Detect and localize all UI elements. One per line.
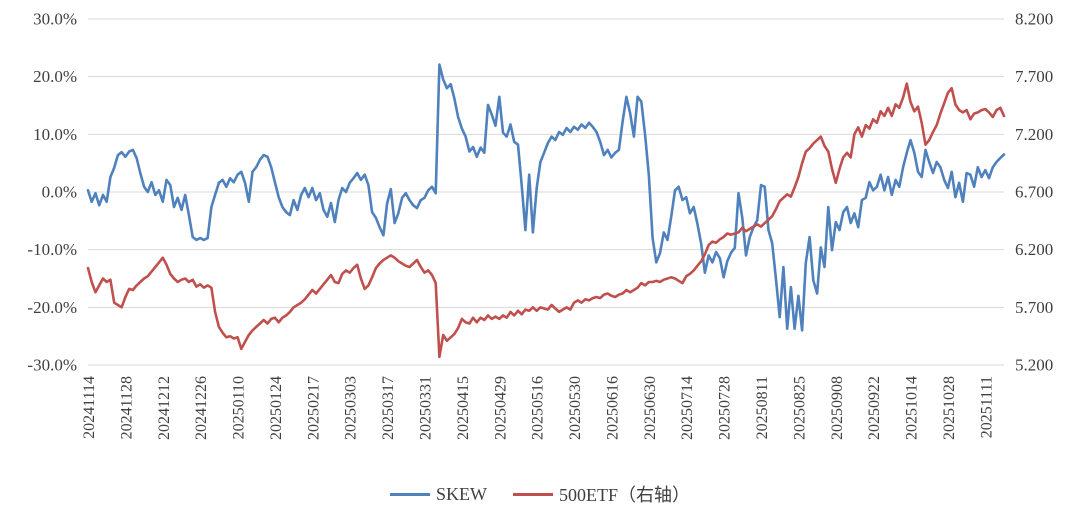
x-axis-date-label: 20241212	[156, 376, 173, 440]
x-axis-date-label: 20250331	[417, 376, 434, 440]
left-axis-tick-label: 20.0%	[33, 67, 77, 86]
left-axis-tick-label: 10.0%	[33, 125, 77, 144]
right-axis-tick-label: 7.200	[1015, 125, 1053, 144]
right-axis-tick-label: 7.700	[1015, 67, 1053, 86]
series-line-skew	[86, 63, 1006, 332]
x-axis-date-label: 20250922	[866, 376, 883, 440]
x-axis-date-label: 20250429	[492, 376, 509, 440]
legend-label-500etf: 500ETF（右轴）	[558, 485, 690, 505]
x-axis-date-label: 20250616	[604, 376, 621, 440]
x-axis-date-label: 20250415	[455, 376, 472, 440]
etf-line-swatch-icon	[512, 492, 553, 496]
left-axis-tick-label: -10.0%	[27, 240, 77, 259]
right-axis-tick-label: 8.200	[1015, 10, 1053, 29]
right-axis-tick-label: 6.700	[1015, 183, 1053, 202]
left-axis-tick-label: -30.0%	[27, 356, 77, 375]
x-axis-date-label: 20250530	[567, 376, 584, 440]
x-axis-date-label: 20250714	[679, 376, 696, 440]
x-axis-date-label: 20241226	[193, 376, 210, 440]
right-axis-tick-label: 5.200	[1015, 356, 1053, 375]
x-axis-date-label: 20251028	[941, 376, 958, 440]
x-axis-date-label: 20250303	[343, 376, 360, 440]
chart-legend: SKEW 500ETF（右轴）	[0, 479, 1080, 509]
x-axis-date-label: 20251111	[978, 376, 995, 438]
right-axis-tick-label: 6.200	[1015, 240, 1053, 259]
x-axis-date-label: 20241128	[118, 376, 135, 439]
left-axis-tick-label: 0.0%	[42, 183, 77, 202]
left-axis-tick-label: 30.0%	[33, 10, 77, 29]
x-axis-date-label: 20250217	[305, 376, 322, 440]
legend-item-skew: SKEW	[389, 483, 487, 505]
x-axis-date-label: 20250728	[717, 376, 734, 440]
x-axis-date-label: 20250811	[754, 376, 771, 439]
x-axis-date-label: 20251014	[904, 376, 921, 440]
x-axis-date-label: 20250110	[231, 376, 248, 439]
x-axis-date-label: 20250516	[530, 376, 547, 440]
x-axis-date-label: 20250630	[642, 376, 659, 440]
series-line-500etf	[86, 82, 1006, 359]
skew-line-swatch-icon	[389, 492, 430, 496]
x-axis-date-label: 20250825	[791, 376, 808, 440]
x-axis-date-label: 20241114	[81, 376, 98, 439]
legend-label-skew: SKEW	[435, 483, 487, 504]
left-axis-tick-label: -20.0%	[27, 298, 77, 317]
x-axis-date-label: 20250908	[829, 376, 846, 440]
x-axis-date-label: 20250317	[380, 376, 397, 440]
right-axis-tick-label: 5.700	[1015, 298, 1053, 317]
x-axis-date-label: 20250124	[268, 376, 285, 440]
legend-item-500etf: 500ETF（右轴）	[512, 481, 690, 507]
